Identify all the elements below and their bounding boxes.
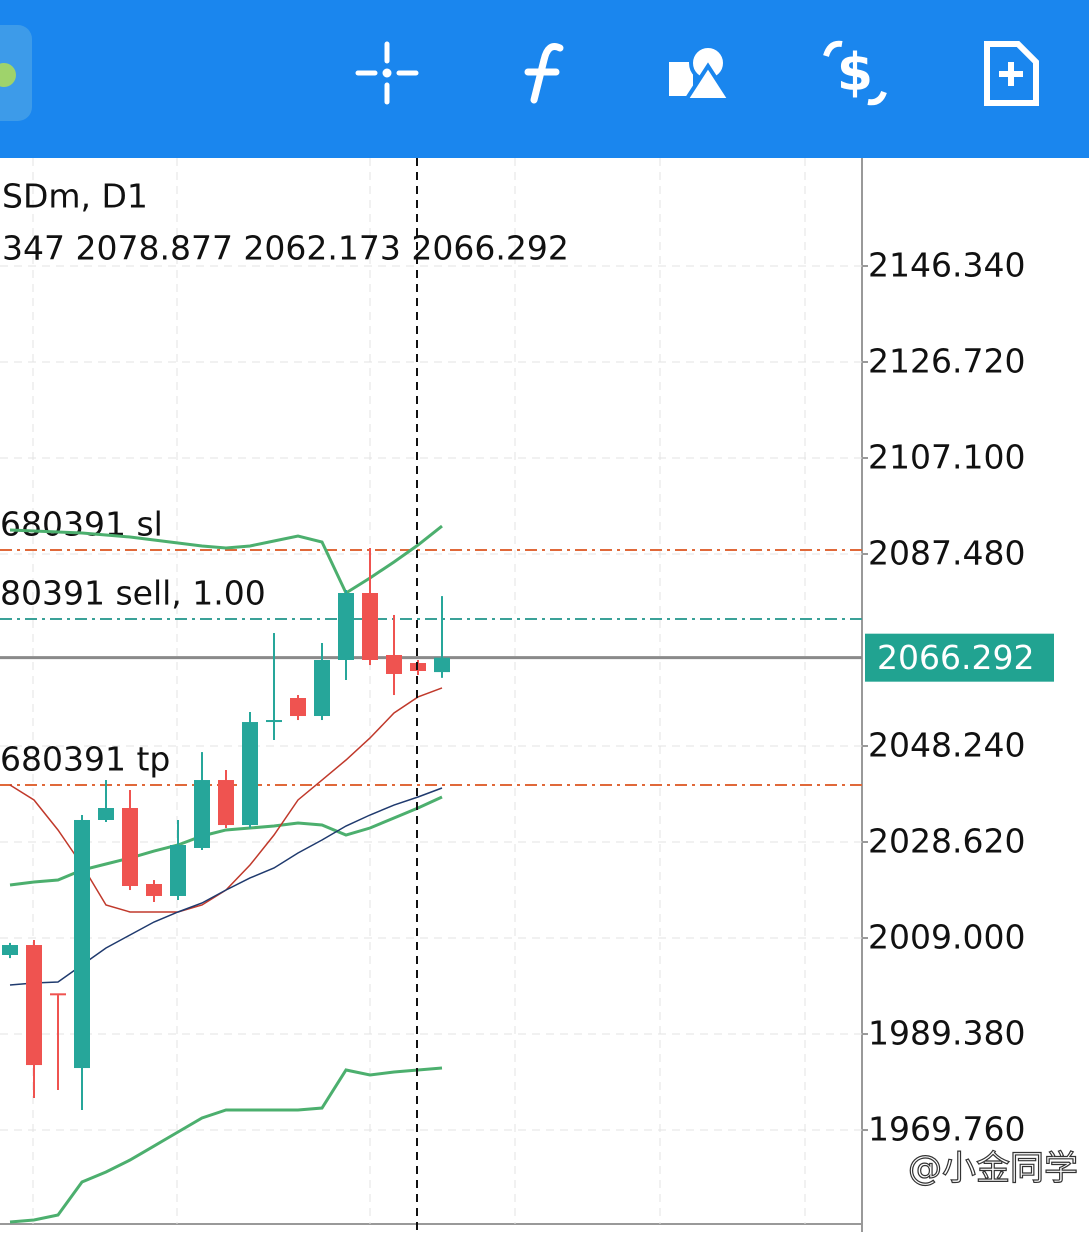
y-tick-label: 2048.240 [868, 726, 1025, 765]
y-tick-label: 2146.340 [868, 245, 1025, 284]
y-tick-label: 1969.760 [868, 1110, 1025, 1149]
candle-body [434, 657, 450, 673]
svg-text:$: $ [837, 43, 873, 103]
candle-body [290, 698, 306, 717]
candle-body [266, 720, 282, 723]
indicator-line [9, 1066, 443, 1224]
candle-body [194, 780, 210, 848]
toolbar [0, 0, 1089, 158]
objects-button[interactable] [669, 44, 734, 102]
vertical-grid [32, 158, 806, 1224]
current-price-box [865, 633, 1054, 682]
candle-body [314, 659, 330, 717]
order-label: 680391 tp [0, 740, 170, 779]
candle-body [218, 780, 234, 826]
candle-body [386, 654, 402, 674]
candle-body [146, 883, 162, 896]
candle-body [362, 593, 378, 660]
y-tick-label: 1989.380 [868, 1014, 1025, 1053]
current-price-label: 2066.292 [877, 638, 1034, 677]
ohlc-label: 347 2078.877 2062.173 2066.292 [2, 229, 569, 268]
y-tick-label: 2009.000 [868, 918, 1025, 957]
candle-body [242, 722, 258, 826]
trade-button[interactable]: $ [823, 40, 887, 106]
app-icon[interactable] [0, 25, 32, 121]
order-label: 80391 sell, 1.00 [0, 573, 266, 612]
indicators-button[interactable] [524, 43, 564, 104]
candle-body [98, 808, 114, 820]
candle-body [122, 808, 138, 887]
y-tick-label: 2087.480 [868, 534, 1025, 573]
y-tick-label: 2028.620 [868, 822, 1025, 861]
crosshair-button[interactable] [355, 41, 419, 105]
symbol-label: SDm, D1 [2, 177, 148, 216]
y-tick-label: 2126.720 [868, 341, 1025, 380]
candle-body [338, 593, 354, 660]
y-tick-label: 2107.100 [868, 437, 1025, 476]
candle-body [170, 844, 186, 896]
candle-body [50, 993, 66, 996]
watermark: @小金同学 [908, 1149, 1078, 1189]
candle-body [26, 945, 42, 1066]
new-order-button[interactable] [984, 41, 1039, 106]
candle-body [74, 819, 90, 1069]
candle-body [2, 945, 18, 955]
